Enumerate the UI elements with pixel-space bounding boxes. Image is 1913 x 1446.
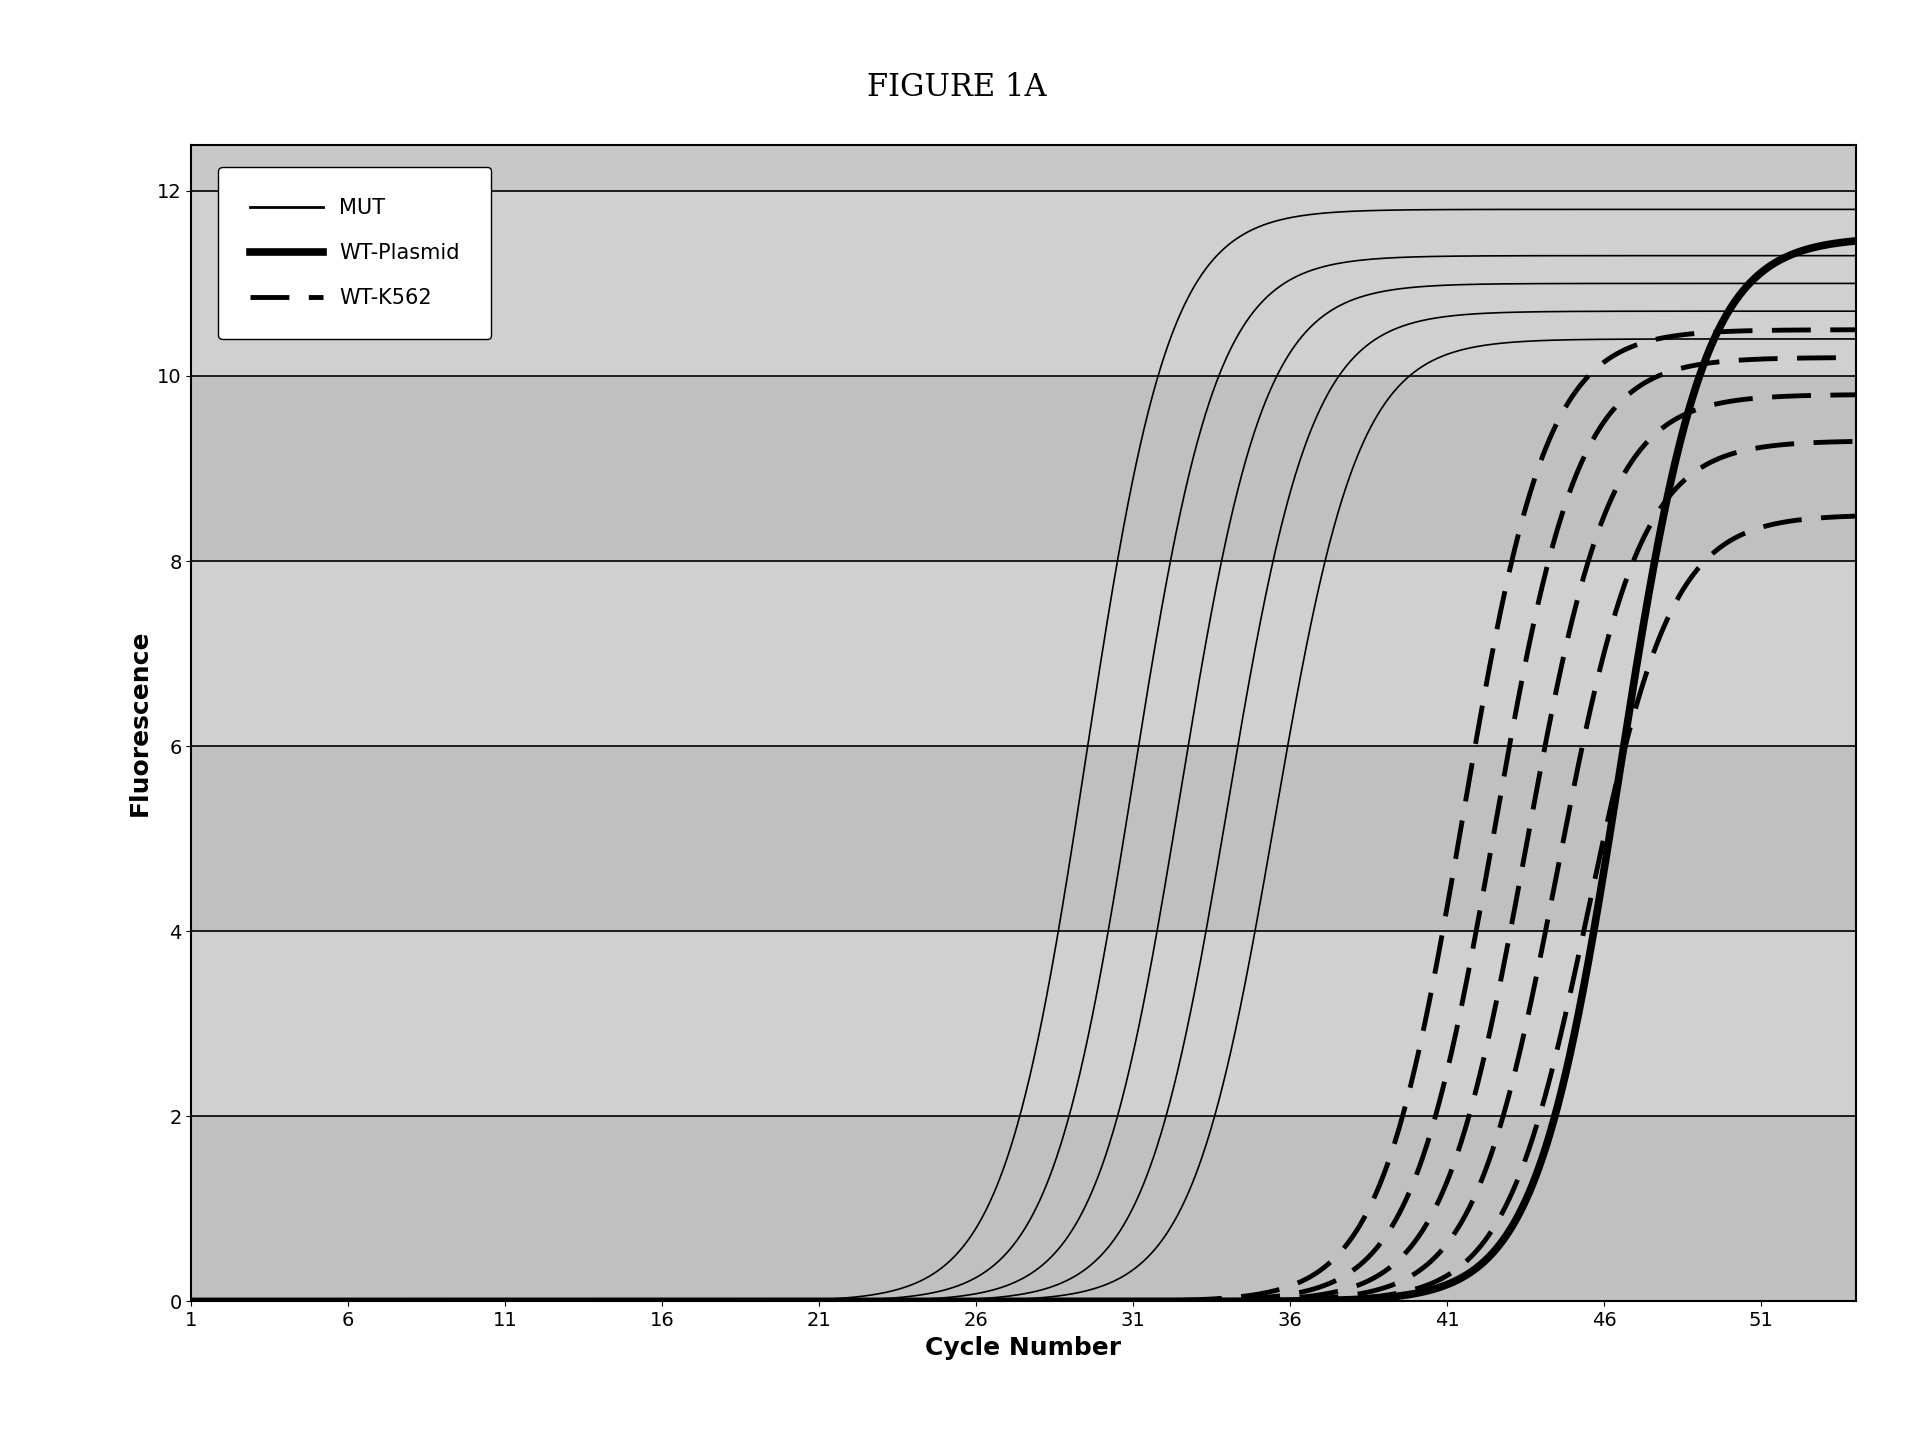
Bar: [191, 191, 1856, 376]
Bar: [191, 746, 1856, 931]
Bar: [191, 931, 1856, 1116]
Legend: MUT, WT-Plasmid, WT-K562: MUT, WT-Plasmid, WT-K562: [218, 166, 492, 338]
Text: FIGURE 1A: FIGURE 1A: [867, 72, 1046, 103]
Bar: [191, 561, 1856, 746]
X-axis label: Cycle Number: Cycle Number: [926, 1336, 1121, 1359]
Y-axis label: Fluorescence: Fluorescence: [128, 630, 151, 816]
Bar: [191, 1116, 1856, 1301]
Bar: [191, 376, 1856, 561]
